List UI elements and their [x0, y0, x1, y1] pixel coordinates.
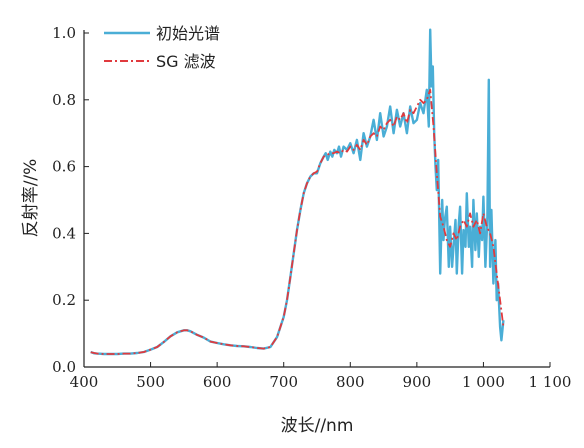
y-tick-label: 0.4 [52, 224, 76, 242]
x-tick-label: 700 [269, 373, 298, 391]
x-tick-label: 500 [136, 373, 165, 391]
x-tick-label: 1 000 [462, 373, 505, 391]
x-axis-title: 波长//nm [281, 416, 354, 436]
x-tick-label: 900 [403, 373, 432, 391]
y-axis-title: 反射率//% [21, 159, 41, 238]
x-tick-label: 1 100 [529, 373, 572, 391]
x-tick-label: 800 [336, 373, 365, 391]
y-tick-label: 0.8 [52, 91, 76, 109]
series-line-raw [90, 28, 505, 356]
y-ticks: 0.0 0.2 0.4 0.6 0.8 1.0 [52, 24, 89, 376]
series-layer [90, 28, 505, 356]
legend-label-sg: SG 滤波 [156, 52, 216, 71]
legend: 初始光谱 SG 滤波 [104, 24, 220, 71]
y-tick-label: 1.0 [52, 24, 76, 42]
y-tick-label: 0.0 [52, 358, 76, 376]
x-tick-label: 400 [70, 373, 99, 391]
y-tick-label: 0.6 [52, 158, 76, 176]
x-tick-label: 600 [203, 373, 232, 391]
legend-label-raw: 初始光谱 [156, 24, 220, 43]
x-ticks: 400 500 600 700 800 900 1 000 1 100 [70, 362, 572, 391]
series-line-sg [90, 88, 505, 355]
y-tick-label: 0.2 [52, 291, 76, 309]
plot-area: 400 500 600 700 800 900 1 000 1 100 0.00.20.40.… [52, 24, 571, 391]
